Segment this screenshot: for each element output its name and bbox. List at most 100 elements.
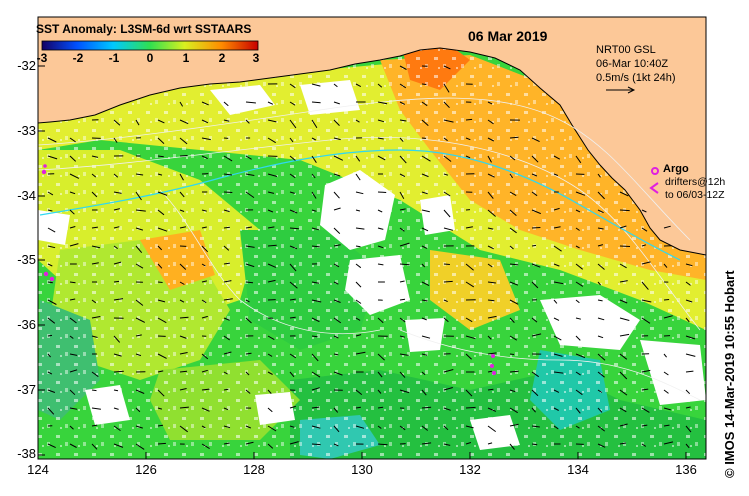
- current-vector: [333, 443, 339, 447]
- current-vector: [267, 244, 277, 247]
- current-vector: [663, 315, 673, 319]
- current-vector: [267, 226, 275, 229]
- current-vector: [619, 389, 628, 396]
- current-vector: [245, 155, 252, 160]
- current-vector: [641, 407, 650, 413]
- current-vector: [201, 388, 210, 391]
- current-vector: [575, 245, 580, 249]
- argo-legend-label: Argo: [663, 163, 689, 175]
- current-vector: [575, 335, 581, 341]
- current-vector: [245, 119, 250, 124]
- current-vector: [113, 137, 118, 143]
- current-vector: [509, 407, 518, 414]
- current-vector: [685, 370, 694, 373]
- current-vector: [179, 406, 189, 409]
- current-vector: [113, 389, 119, 392]
- current-vector: [421, 263, 426, 268]
- current-vector: [553, 317, 560, 321]
- current-vector: [619, 225, 627, 229]
- current-vector: [465, 137, 471, 141]
- current-vector: [311, 119, 318, 129]
- current-vector: [487, 388, 494, 391]
- current-vector: [47, 334, 53, 337]
- current-vector: [223, 425, 231, 429]
- current-vector: [333, 191, 340, 199]
- current-vector: [157, 424, 164, 427]
- current-vector: [267, 119, 277, 123]
- current-vector: [443, 263, 450, 265]
- current-vector: [531, 227, 541, 229]
- current-vector: [509, 136, 519, 139]
- current-vector: [377, 406, 384, 409]
- current-vector: [641, 317, 651, 324]
- current-vector: [245, 226, 252, 229]
- current-vector: [289, 101, 296, 106]
- current-vector: [311, 353, 319, 362]
- current-vector: [311, 83, 321, 87]
- current-vector: [421, 406, 432, 409]
- current-vector: [597, 317, 605, 321]
- current-vector: [201, 407, 210, 412]
- current-vector: [421, 191, 428, 195]
- info-source: NRT00 GSL: [596, 44, 656, 56]
- current-vector: [465, 353, 472, 360]
- current-vector: [333, 407, 339, 413]
- current-vector: [641, 281, 649, 290]
- current-vector: [267, 191, 275, 194]
- current-vector: [333, 425, 340, 433]
- current-vector: [377, 317, 384, 324]
- current-vector: [685, 263, 693, 267]
- current-vector: [289, 405, 296, 409]
- current-vector: [399, 335, 406, 338]
- current-vector: [377, 137, 384, 140]
- current-vector: [509, 370, 519, 373]
- current-vector: [443, 369, 454, 373]
- current-vector: [267, 389, 272, 394]
- current-vector: [509, 155, 516, 161]
- current-vector: [157, 173, 163, 176]
- current-vector: [641, 227, 648, 232]
- current-vector: [289, 227, 299, 230]
- current-vector: [333, 155, 344, 161]
- current-vector: [91, 262, 99, 265]
- current-vector: [597, 281, 601, 286]
- current-vector: [355, 334, 362, 337]
- current-vector: [597, 371, 605, 378]
- current-vector: [509, 227, 517, 234]
- current-vector: [223, 280, 232, 283]
- current-vector: [179, 226, 187, 229]
- current-vector: [399, 173, 406, 178]
- legend-symbols: [649, 167, 659, 194]
- current-vector: [157, 191, 168, 196]
- current-vector: [333, 244, 341, 247]
- current-vector: [663, 299, 670, 301]
- current-vector: [179, 263, 187, 270]
- current-vector: [267, 101, 274, 105]
- current-vector: [289, 371, 295, 378]
- current-vector: [289, 441, 299, 445]
- current-vector: [553, 281, 564, 285]
- current-vector: [201, 137, 211, 141]
- current-vector: [553, 173, 559, 176]
- current-vector: [377, 263, 384, 266]
- current-vector: [135, 425, 143, 429]
- current-vector: [399, 119, 407, 122]
- current-vector: [179, 209, 185, 212]
- current-vector: [333, 83, 338, 88]
- current-vector: [69, 425, 74, 430]
- current-vector: [223, 298, 233, 301]
- current-vector: [421, 335, 431, 339]
- current-vector: [245, 299, 250, 303]
- current-vector: [355, 425, 365, 429]
- current-vector: [135, 317, 146, 323]
- axis-ticks: [37, 65, 687, 459]
- y-tick-label: -34: [17, 188, 36, 203]
- current-vector: [619, 191, 629, 197]
- current-vector: [531, 317, 538, 323]
- current-vector: [641, 424, 648, 427]
- current-vector: [69, 298, 76, 301]
- current-vector: [179, 281, 185, 285]
- current-vector: [113, 191, 122, 194]
- current-vector: [553, 207, 560, 211]
- y-tick-label: -33: [17, 123, 36, 138]
